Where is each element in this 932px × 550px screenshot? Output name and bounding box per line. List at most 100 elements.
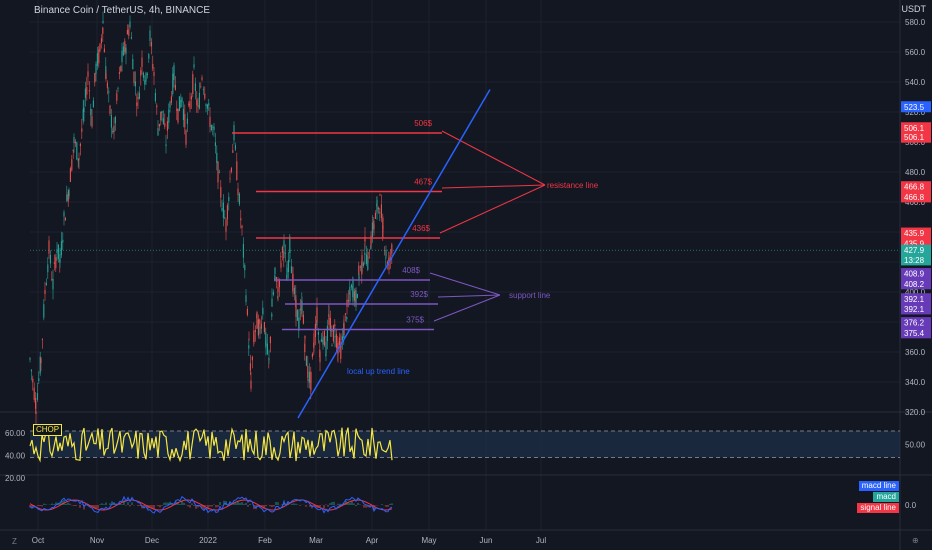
price-tag-label: 427.9: [904, 246, 925, 255]
macd-histogram-bar: [43, 503, 45, 505]
candle-body: [88, 90, 90, 92]
candle-body: [320, 339, 322, 342]
candle-body: [237, 188, 239, 196]
candle-body: [69, 168, 71, 183]
macd-histogram-bar: [209, 505, 211, 507]
candle-body: [368, 257, 370, 259]
macd-histogram-bar: [211, 505, 213, 507]
candle-body: [289, 236, 291, 253]
macd-histogram-bar: [157, 505, 159, 507]
candle-body: [310, 371, 312, 383]
price-level-label: 467$: [414, 178, 432, 187]
macd-histogram-bar: [143, 505, 145, 509]
candle-body: [188, 103, 190, 106]
candle-body: [262, 312, 264, 314]
candle-body: [120, 66, 122, 71]
time-tick-label: Nov: [90, 536, 104, 545]
macd-histogram-bar: [167, 502, 169, 505]
macd-histogram-bar: [131, 502, 133, 505]
macd-histogram-bar: [389, 503, 391, 505]
time-tick-label: Mar: [309, 536, 323, 545]
price-level-label: 506$: [414, 119, 432, 128]
macd-histogram-bar: [331, 502, 333, 505]
macd-histogram-bar: [319, 505, 321, 507]
price-tag-bg: [901, 254, 931, 266]
candle-body: [197, 104, 199, 107]
candle-body: [138, 92, 140, 99]
candle-body: [347, 299, 349, 302]
price-tag-bg: [901, 237, 931, 249]
macd-histogram-bar: [177, 502, 179, 505]
candle-body: [63, 212, 65, 217]
candle-body: [220, 186, 222, 198]
settings-icon[interactable]: ⊕: [912, 536, 919, 545]
candle-body: [365, 254, 367, 264]
macd-histogram-bar: [153, 505, 155, 509]
macd-histogram-bar: [367, 505, 369, 508]
macd-histogram-bar: [109, 503, 111, 505]
chop-series-line: [29, 426, 393, 463]
time-tick-label: 2022: [199, 536, 217, 545]
candle-body: [340, 342, 342, 359]
candle-body: [57, 244, 59, 259]
candle-body: [367, 252, 369, 255]
price-tag-bg: [901, 227, 931, 239]
candle-body: [168, 109, 170, 123]
candle-body: [149, 30, 151, 41]
candle-body: [287, 259, 289, 272]
macd-histogram-bar: [255, 505, 257, 510]
candle-body: [100, 38, 102, 44]
macd-histogram-bar: [349, 502, 351, 505]
candle-body: [204, 93, 206, 99]
macd-histogram-bar: [137, 505, 139, 507]
macd-histogram-bar: [327, 505, 329, 507]
macd-histogram-bar: [309, 505, 311, 507]
price-tag-bg: [901, 278, 931, 290]
zoom-reset-button[interactable]: Z: [12, 537, 17, 546]
candle-body: [292, 274, 294, 288]
candle-body: [153, 72, 155, 76]
annotation-arrow: [441, 130, 546, 186]
price-tag-bg: [901, 131, 931, 143]
macd-value-label: 0.0: [905, 501, 917, 510]
candle-body: [185, 130, 187, 145]
candle-body: [362, 262, 364, 266]
candle-body: [299, 308, 301, 311]
macd-histogram-bar: [93, 505, 95, 509]
macd-histogram-bar: [277, 502, 279, 505]
candle-body: [41, 338, 43, 340]
candle-body: [38, 378, 40, 381]
macd-line-legend: macd line: [858, 481, 899, 491]
price-tick-label: 320.0: [905, 408, 926, 417]
candle-body: [358, 265, 360, 276]
price-tick-label: 460.0: [905, 198, 926, 207]
trend-line-label: local up trend line: [347, 367, 410, 376]
macd-histogram-bar: [243, 503, 245, 505]
time-tick-label: Feb: [258, 536, 272, 545]
currency-label[interactable]: USDT: [901, 4, 927, 14]
price-tag-label: 466.8: [904, 193, 925, 202]
candle-body: [245, 295, 247, 302]
macd-histogram-bar: [181, 500, 183, 505]
candle-body: [196, 99, 198, 106]
candle-body: [217, 161, 219, 183]
macd-histogram-legend: macd: [873, 492, 899, 502]
macd-histogram-bar: [295, 503, 297, 505]
candle-body: [79, 143, 81, 147]
candle-body: [156, 105, 158, 108]
annotation-arrow: [441, 184, 546, 189]
candle-body: [110, 115, 112, 128]
candle-body: [256, 312, 258, 329]
candle-body: [132, 59, 134, 70]
candle-body: [36, 393, 38, 400]
price-tag-label: 435.9: [904, 239, 925, 248]
macd-histogram-bar: [233, 502, 235, 505]
candle-body: [271, 313, 273, 317]
macd-histogram-bar: [237, 501, 239, 505]
candle-body: [350, 284, 352, 288]
candle-body: [314, 323, 316, 338]
price-tick-label: 560.0: [905, 48, 926, 57]
macd-histogram-bar: [245, 502, 247, 505]
chop-indicator-label[interactable]: CHOP: [33, 424, 63, 436]
